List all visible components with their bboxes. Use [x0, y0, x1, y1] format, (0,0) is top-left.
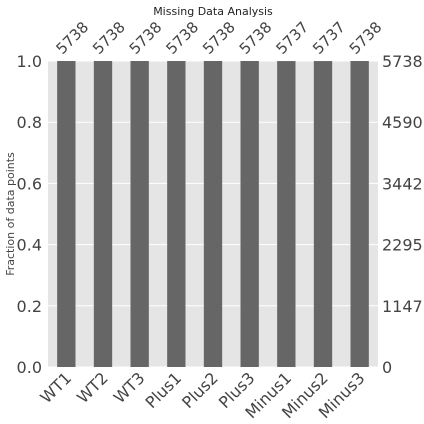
count-label: 5738 [199, 18, 239, 58]
x-tick-label: WT2 [73, 368, 112, 407]
bar-wt3 [130, 61, 149, 367]
count-label: 5738 [162, 18, 202, 58]
left-tick-label: 0.4 [17, 236, 42, 255]
x-tick-label: Plus2 [178, 368, 222, 412]
left-tick-label: 1.0 [17, 52, 42, 71]
bar-minus1 [277, 61, 296, 367]
bar-plus3 [240, 61, 259, 367]
x-axis-labels: WT1WT2WT3Plus1Plus2Plus3Minus1Minus2Minu… [36, 368, 368, 422]
right-tick-label: 5738 [382, 52, 423, 71]
count-label: 5738 [236, 18, 276, 58]
bar-plus1 [167, 61, 186, 367]
y-axis-label: Fraction of data points [4, 152, 17, 276]
count-label: 5738 [346, 18, 386, 58]
bar-minus2 [313, 61, 333, 367]
x-tick-label: Plus1 [141, 368, 185, 412]
count-label: 5738 [126, 18, 166, 58]
left-tick-label: 0.2 [17, 297, 42, 316]
right-tick-label: 1147 [382, 297, 423, 316]
right-tick-label: 0 [382, 358, 392, 377]
x-tick-label: WT3 [110, 368, 149, 407]
right-tick-label: 2295 [382, 236, 423, 255]
count-label: 5737 [272, 18, 312, 58]
x-tick-label: WT1 [36, 368, 75, 407]
right-axis-ticks: 0 1147 2295 3442 4590 5738 [382, 52, 423, 377]
right-tick-label: 3442 [382, 174, 423, 193]
bar-wt2 [93, 61, 113, 367]
count-label: 5737 [309, 18, 349, 58]
left-tick-label: 0.6 [17, 174, 42, 193]
count-label: 5738 [89, 18, 129, 58]
bar-plus2 [203, 61, 223, 367]
bar-wt1 [57, 61, 76, 367]
count-label: 5738 [52, 18, 92, 58]
left-tick-label: 0.8 [17, 113, 42, 132]
chart-title: Missing Data Analysis [153, 5, 273, 18]
bar-minus3 [350, 61, 369, 367]
left-tick-label: 0.0 [17, 358, 42, 377]
bars [57, 61, 369, 367]
right-tick-label: 4590 [382, 113, 423, 132]
left-axis-ticks: 0.0 0.2 0.4 0.6 0.8 1.0 [17, 52, 42, 377]
